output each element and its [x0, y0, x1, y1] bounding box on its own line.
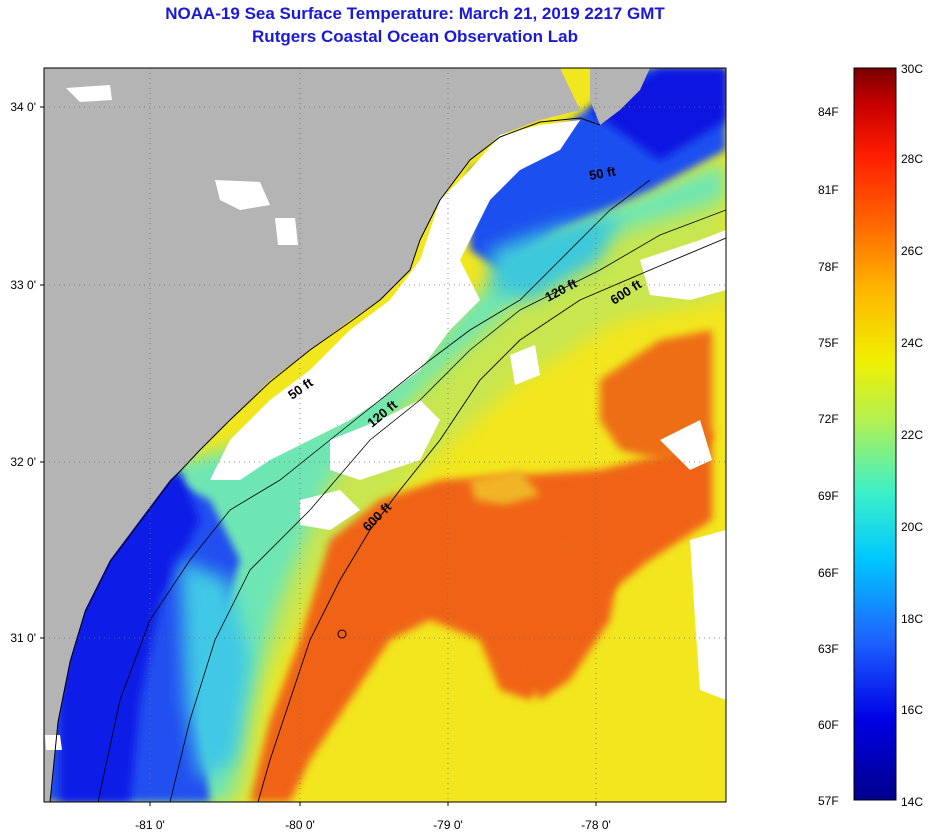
map-subtitle: Rutgers Coastal Ocean Observation Lab [252, 27, 578, 46]
lat-label-34: 34 0' [10, 100, 36, 114]
cb-f-66: 66F [818, 566, 839, 580]
contour-label-50ft-north: 50 ft [588, 163, 618, 183]
lon-label-80: -80 0' [285, 818, 315, 832]
graticule [44, 68, 726, 802]
contour-120ft [169, 209, 726, 802]
cb-f-84: 84F [818, 105, 839, 119]
teal-patch [180, 560, 250, 780]
lat-label-32: 32 0' [10, 455, 36, 469]
cb-c-20: 20C [901, 520, 924, 534]
cb-f-63: 63F [818, 642, 839, 656]
cb-f-72: 72F [818, 412, 839, 426]
cb-c-18: 18C [901, 612, 924, 626]
map-frame [43, 67, 727, 803]
cloud-inland-3 [66, 85, 112, 102]
cloud-coastal [210, 120, 580, 480]
lat-label-31: 31 0' [10, 631, 36, 645]
cb-c-26: 26C [901, 244, 924, 258]
map-ticks [40, 106, 597, 806]
lon-label-81: -81 0' [135, 818, 165, 832]
coastal-transition [110, 160, 726, 802]
cb-f-60: 60F [818, 718, 839, 732]
cb-c-16: 16C [901, 703, 924, 717]
cb-f-75: 75F [818, 336, 839, 350]
land [44, 68, 580, 802]
cloud-shelf [330, 400, 440, 480]
colorbar [853, 67, 897, 801]
cloud-se-2 [660, 420, 712, 470]
cb-f-57: 57F [818, 794, 839, 808]
cloud-inland-2 [275, 218, 298, 245]
cloud-shelf-2 [300, 490, 360, 530]
cloud-inland-1 [215, 180, 270, 210]
cb-f-81: 81F [818, 183, 839, 197]
gulf-stream-northeast [600, 330, 712, 460]
cb-c-14: 14C [901, 795, 924, 809]
map-panel: 50 ft 120 ft 600 ft 50 ft 120 ft 600 ft [44, 68, 726, 802]
coastline [49, 117, 601, 802]
gulf-stream-main [250, 430, 712, 802]
cb-f-78: 78F [818, 260, 839, 274]
cb-c-28: 28C [901, 152, 924, 166]
cloud-inland-4 [45, 735, 62, 750]
cb-c-24: 24C [901, 336, 924, 350]
contour-600ft [257, 237, 726, 802]
lon-label-79: -79 0' [433, 818, 463, 832]
cb-c-22: 22C [901, 428, 924, 442]
buoy-marker [337, 629, 347, 639]
map-title: NOAA-19 Sea Surface Temperature: March 2… [165, 4, 665, 23]
cb-f-69: 69F [818, 489, 839, 503]
land-peninsula [590, 68, 650, 125]
cb-c-30: 30C [901, 62, 924, 76]
contour-50ft [97, 179, 651, 802]
gulf-stream-branch [510, 540, 620, 700]
eddy-light-core [470, 470, 540, 505]
cyan-patch-north [490, 215, 620, 300]
cloud-se [690, 530, 726, 700]
lat-label-33: 33 0' [10, 278, 36, 292]
lon-label-78: -78 0' [581, 818, 611, 832]
cloud-small-1 [510, 345, 540, 385]
